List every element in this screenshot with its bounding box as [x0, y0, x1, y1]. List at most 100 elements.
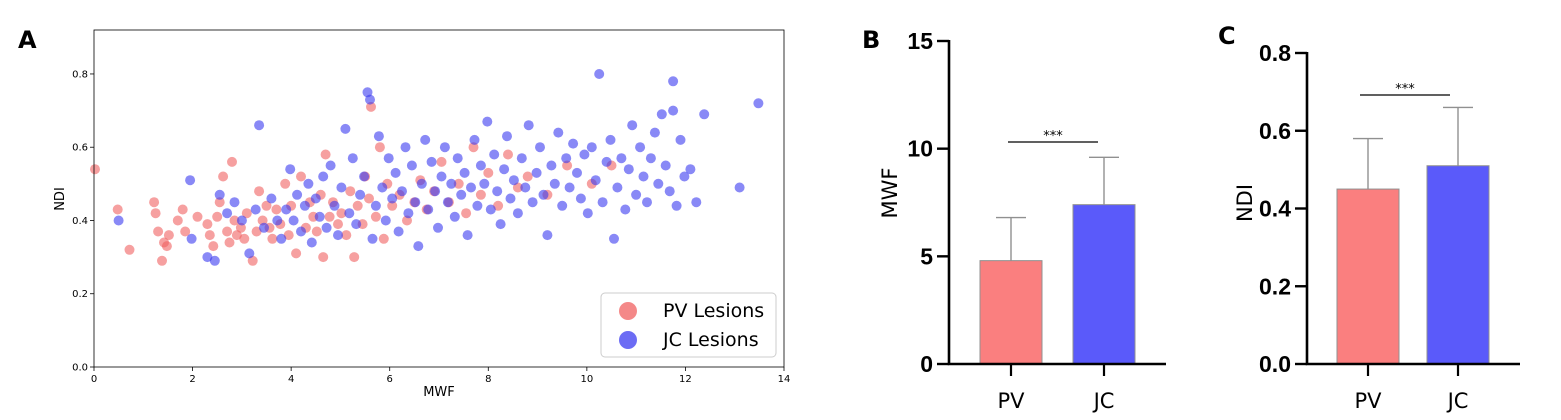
jc-point	[594, 69, 605, 79]
pv-point	[161, 241, 172, 252]
jc-point	[416, 178, 427, 189]
jc-point	[664, 186, 675, 197]
jc-point	[266, 193, 277, 204]
pv-point	[320, 149, 331, 160]
jc-point	[355, 189, 366, 200]
jc-point	[505, 193, 516, 204]
pv-point	[180, 226, 191, 237]
jc-point	[495, 219, 506, 230]
jc-point	[229, 197, 240, 208]
jc-point	[314, 211, 325, 222]
panel-c-y-label: NDI	[1233, 184, 1257, 222]
jc-point	[597, 197, 608, 208]
significance-stars: ***	[1043, 129, 1063, 144]
pv-point	[124, 244, 135, 255]
jc-point	[671, 200, 682, 211]
jc-point	[321, 222, 332, 233]
jc-point	[492, 186, 503, 197]
pv-point	[251, 226, 262, 237]
jc-point	[512, 208, 523, 219]
y-tick-label: 0.0	[72, 363, 88, 374]
bar-pv	[979, 260, 1043, 365]
pv-point	[241, 208, 252, 219]
jc-point	[359, 171, 370, 182]
y-tick-label: 0.0	[1259, 351, 1291, 377]
jc-point	[616, 153, 627, 164]
jc-point	[442, 197, 453, 208]
jc-point	[340, 123, 351, 134]
pv-point	[112, 204, 123, 215]
jc-point	[244, 248, 255, 259]
pv-point	[370, 211, 381, 222]
pv-point	[231, 230, 242, 241]
pv-point	[192, 211, 203, 222]
jc-point	[380, 215, 391, 226]
pv-point	[283, 230, 294, 241]
legend-pv-label: PV Lesions	[663, 300, 764, 322]
jc-point	[531, 167, 542, 178]
pv-point	[149, 197, 160, 208]
jc-point	[259, 222, 269, 233]
jc-point	[449, 211, 460, 222]
jc-point	[469, 134, 480, 145]
x-tick-label: 12	[679, 374, 692, 385]
jc-point	[390, 167, 401, 178]
jc-point	[310, 193, 321, 204]
bar-pv	[1336, 188, 1400, 365]
jc-point	[601, 156, 612, 167]
jc-point	[410, 197, 421, 208]
pv-point	[222, 226, 233, 237]
jc-point	[734, 182, 745, 193]
pv-point	[349, 252, 360, 263]
x-tick-label: 0	[91, 374, 97, 385]
jc-point	[439, 142, 450, 153]
pv-point	[254, 186, 265, 197]
jc-point	[479, 178, 490, 189]
legend-jc-label: JC Lesions	[662, 329, 759, 351]
jc-point	[679, 171, 690, 182]
pv-point	[475, 189, 486, 200]
pv-point	[153, 226, 164, 237]
jc-point	[685, 164, 696, 175]
pv-point	[227, 156, 237, 167]
jc-point	[459, 167, 470, 178]
jc-point	[318, 171, 329, 182]
category-label: PV	[997, 389, 1025, 413]
jc-point	[653, 178, 664, 189]
pv-point	[229, 215, 240, 226]
jc-point	[568, 138, 579, 149]
jc-point	[393, 226, 404, 237]
jc-point	[542, 230, 553, 241]
jc-point	[296, 226, 306, 237]
panel-b-letter: B	[862, 26, 880, 54]
pv-point	[163, 230, 174, 241]
jc-point	[557, 200, 568, 211]
pv-point	[267, 233, 278, 244]
x-tick-label: 10	[580, 374, 593, 385]
panel-a-letter: A	[18, 26, 37, 54]
panel-c-plot: PV JC 0.0 0.2 0.4 0.6 0.8 ***	[1259, 40, 1520, 413]
y-tick-label: 0.6	[1259, 118, 1291, 144]
jc-point	[333, 230, 343, 241]
jc-point	[508, 175, 519, 186]
y-tick-label: 5	[920, 243, 933, 269]
pv-point	[271, 204, 282, 215]
pv-point	[522, 171, 533, 182]
jc-point	[502, 131, 512, 142]
pv-point	[461, 208, 472, 219]
pv-point	[291, 248, 302, 259]
pv-point	[453, 178, 464, 189]
jc-point	[482, 116, 493, 127]
jc-point	[538, 189, 549, 200]
pv-point	[261, 200, 272, 211]
bar-jc	[1426, 165, 1490, 365]
jc-point	[691, 197, 702, 208]
jc-point	[397, 186, 407, 197]
pv-point	[341, 230, 352, 241]
jc-point	[609, 233, 619, 244]
jc-point	[642, 197, 652, 208]
y-tick-label: 15	[907, 28, 933, 54]
jc-point	[623, 164, 634, 175]
pv-point	[235, 222, 246, 233]
jc-point	[638, 171, 649, 182]
